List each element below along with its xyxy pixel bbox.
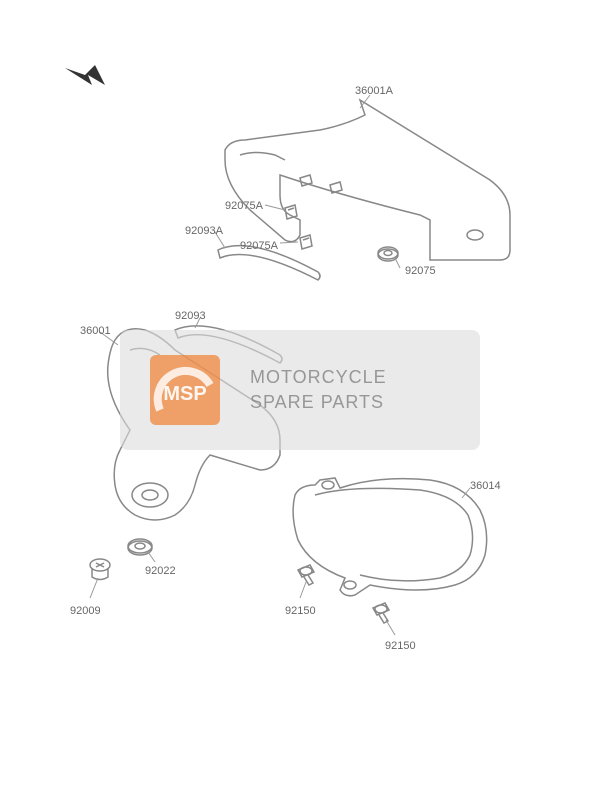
label-36001A: 36001A <box>355 85 393 97</box>
watermark-logo-icon: MSP <box>140 345 230 435</box>
watermark: MSP MOTORCYCLE SPARE PARTS <box>120 330 480 450</box>
label-36014: 36014 <box>470 480 501 492</box>
label-36001: 36001 <box>80 325 111 337</box>
label-92009: 92009 <box>70 605 101 617</box>
label-92075: 92075 <box>405 265 436 277</box>
label-92075A-2: 92075A <box>240 240 278 252</box>
part-bolt-1 <box>298 565 314 598</box>
parts-diagram: 36001A 92075A 92075A 92093A 92075 36001 … <box>0 0 600 785</box>
part-damper-grommet <box>378 247 400 268</box>
part-screw <box>90 559 110 598</box>
label-92075A-1: 92075A <box>225 200 263 212</box>
part-chain-case <box>293 478 487 596</box>
part-side-cover-right <box>225 95 510 260</box>
label-92093: 92093 <box>175 310 206 322</box>
watermark-text: MOTORCYCLE SPARE PARTS <box>250 365 387 415</box>
label-92022: 92022 <box>145 565 176 577</box>
watermark-line2: SPARE PARTS <box>250 390 387 415</box>
part-washer <box>128 539 155 562</box>
label-92150-1: 92150 <box>285 605 316 617</box>
label-92093A: 92093A <box>185 225 223 237</box>
part-bolt-2 <box>373 603 395 635</box>
label-92150-2: 92150 <box>385 640 416 652</box>
watermark-line1: MOTORCYCLE <box>250 365 387 390</box>
svg-text:MSP: MSP <box>163 383 206 405</box>
